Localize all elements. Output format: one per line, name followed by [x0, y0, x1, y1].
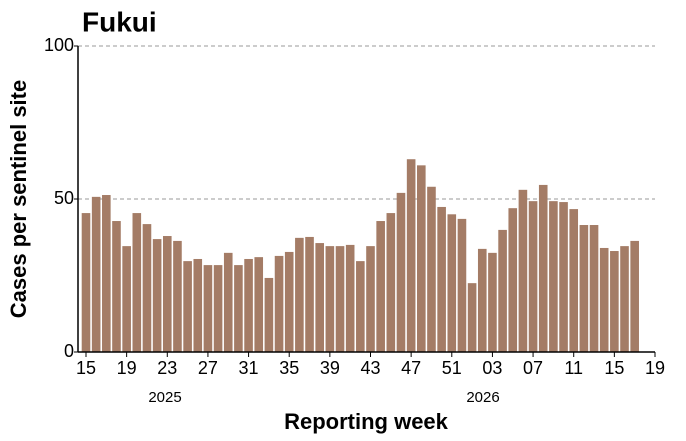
bar: [376, 221, 385, 352]
year-label: 2025: [148, 389, 181, 406]
bar: [112, 221, 121, 352]
x-tick-label: 39: [320, 358, 340, 378]
bar: [305, 236, 314, 352]
x-tick-label: 19: [117, 358, 137, 378]
x-tick-label: 07: [523, 358, 543, 378]
bar: [498, 229, 507, 352]
bar: [254, 257, 264, 352]
x-axis-label: Reporting week: [284, 409, 449, 434]
bar: [173, 240, 182, 352]
x-tick-label: 03: [482, 358, 502, 378]
bar: [386, 213, 396, 352]
bar: [630, 240, 639, 352]
bar: [356, 261, 365, 352]
bar: [488, 252, 497, 352]
bar: [102, 195, 111, 352]
bar: [284, 251, 294, 352]
bar: [396, 192, 406, 352]
bar: [518, 189, 528, 352]
bar: [193, 258, 203, 352]
bar: [325, 246, 335, 352]
year-label: 2026: [466, 389, 499, 406]
x-tick-label: 27: [198, 358, 218, 378]
bar: [132, 213, 142, 352]
bar: [81, 213, 91, 352]
x-tick-label: 15: [604, 358, 624, 378]
bar: [599, 247, 609, 352]
bar: [427, 186, 436, 352]
bar: [437, 206, 446, 352]
bar: [477, 248, 487, 352]
bar: [142, 224, 152, 352]
bar: [406, 159, 416, 352]
x-tick-label: 15: [76, 358, 96, 378]
bar: [559, 202, 568, 352]
bar: [223, 252, 233, 352]
bar: [234, 265, 243, 352]
bar: [295, 237, 304, 352]
bar: [213, 265, 223, 352]
bar: [569, 209, 579, 352]
bar: [457, 218, 467, 352]
bar: [162, 236, 172, 352]
bar: [274, 255, 284, 352]
bar: [538, 184, 548, 352]
y-axis-label: Cases per sentinel site: [6, 80, 31, 318]
bar: [447, 214, 457, 352]
x-tick-label: 47: [401, 358, 421, 378]
bar: [467, 283, 477, 352]
bar: [366, 246, 375, 352]
x-tick-label: 35: [279, 358, 299, 378]
bar: [549, 201, 558, 352]
x-tick-label: 11: [564, 358, 583, 378]
chart-title: Fukui: [82, 6, 157, 37]
bar: [91, 196, 101, 352]
bar: [203, 265, 213, 352]
y-tick-label: 0: [64, 341, 74, 361]
bar: [315, 243, 324, 352]
y-tick-label: 100: [44, 35, 74, 55]
bar: [122, 246, 131, 352]
bar: [508, 208, 518, 352]
bar: [610, 251, 619, 352]
bar: [345, 244, 355, 352]
bar: [417, 165, 426, 352]
bar: [620, 246, 629, 352]
x-tick-label: 51: [442, 358, 462, 378]
bar: [589, 225, 599, 352]
bar: [183, 261, 192, 352]
bar: [335, 246, 345, 352]
x-tick-label: 43: [360, 358, 380, 378]
x-tick-label: 23: [157, 358, 177, 378]
bar: [152, 239, 162, 352]
y-tick-label: 50: [54, 188, 74, 208]
bar: [528, 201, 538, 352]
x-tick-label: 31: [239, 358, 259, 378]
bar: [579, 225, 589, 352]
x-tick-label: 19: [645, 358, 665, 378]
bar: [264, 277, 274, 352]
bar: [244, 258, 253, 352]
